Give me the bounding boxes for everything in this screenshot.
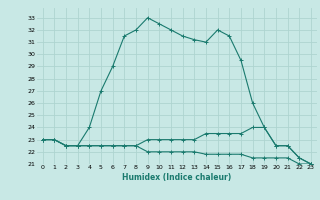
X-axis label: Humidex (Indice chaleur): Humidex (Indice chaleur) [122,173,231,182]
